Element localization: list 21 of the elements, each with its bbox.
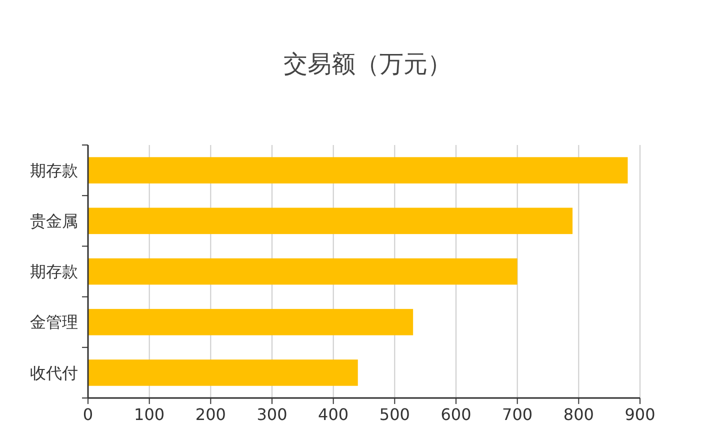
y-tick-label: 期存款 xyxy=(30,262,78,282)
x-tick-label: 0 xyxy=(82,405,94,424)
bar xyxy=(88,258,518,285)
x-tick-label: 400 xyxy=(318,405,349,424)
x-tick-label: 300 xyxy=(256,405,288,424)
y-tick-label: 期存款 xyxy=(30,160,78,180)
x-tick-label: 800 xyxy=(563,405,594,424)
x-tick-label: 700 xyxy=(502,405,533,424)
x-tick-label: 900 xyxy=(624,405,656,424)
y-tick-label: 收代付 xyxy=(30,363,78,382)
x-tick-label: 100 xyxy=(134,405,165,424)
chart-title: 交易额（万元） xyxy=(284,50,452,78)
y-tick-label: 贵金属 xyxy=(30,212,78,230)
x-tick-label: 500 xyxy=(379,405,410,424)
bar xyxy=(88,157,628,184)
x-tick-label: 200 xyxy=(195,405,226,424)
bar xyxy=(88,308,414,336)
bar xyxy=(88,208,573,234)
x-tick-label: 600 xyxy=(440,405,472,424)
y-tick-label: 金管理 xyxy=(30,312,78,332)
bar xyxy=(88,360,358,386)
